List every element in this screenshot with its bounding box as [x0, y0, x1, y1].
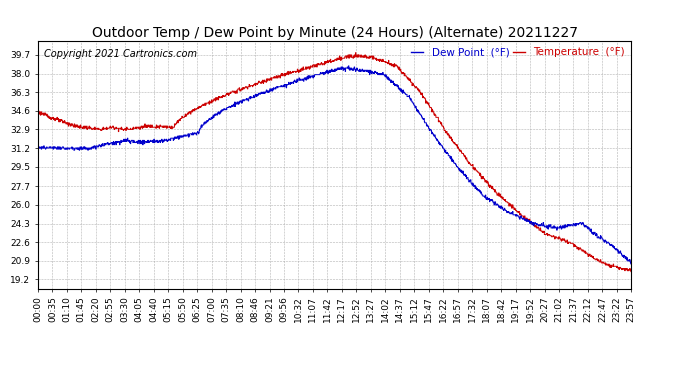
Legend: Dew Point  (°F), Temperature  (°F): Dew Point (°F), Temperature (°F) [407, 44, 629, 62]
Text: Copyright 2021 Cartronics.com: Copyright 2021 Cartronics.com [44, 49, 197, 58]
Title: Outdoor Temp / Dew Point by Minute (24 Hours) (Alternate) 20211227: Outdoor Temp / Dew Point by Minute (24 H… [92, 26, 578, 40]
